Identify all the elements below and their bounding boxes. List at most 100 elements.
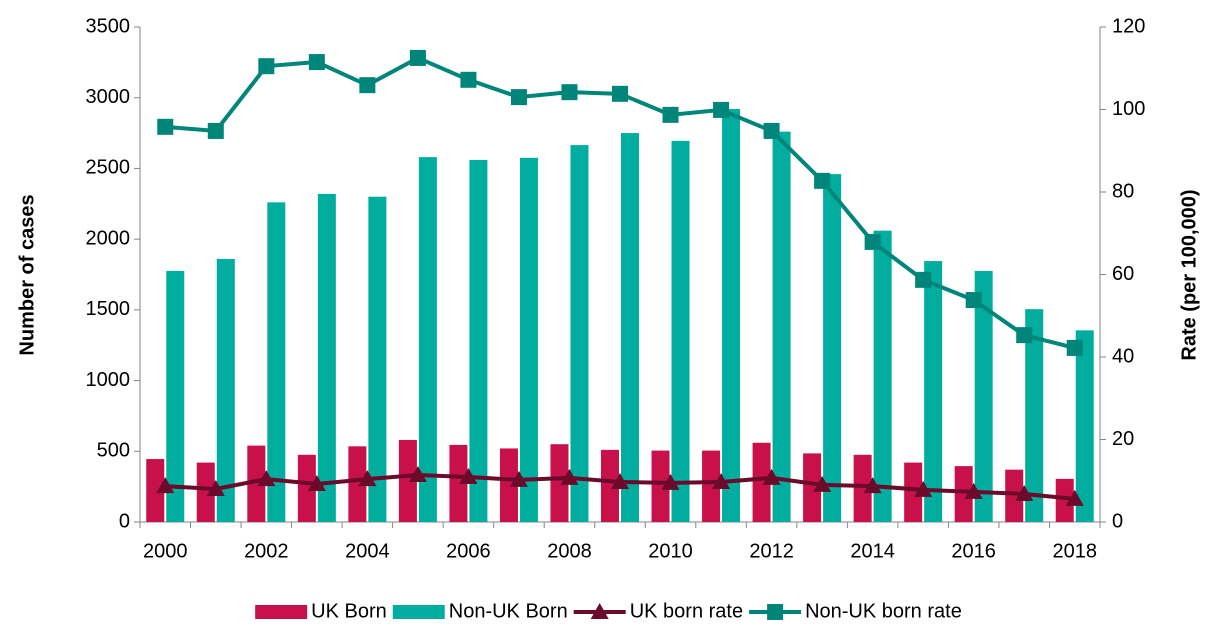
marker bbox=[206, 480, 225, 496]
marker bbox=[1015, 484, 1034, 501]
marker bbox=[914, 480, 933, 497]
bar bbox=[702, 450, 721, 522]
marker bbox=[762, 468, 781, 485]
marker bbox=[662, 106, 679, 123]
bar bbox=[873, 230, 892, 522]
y-tick-label: 3000 bbox=[86, 86, 131, 108]
marker bbox=[257, 470, 276, 487]
x-tick-label: 2004 bbox=[345, 540, 390, 562]
marker bbox=[712, 472, 731, 489]
bar bbox=[1005, 469, 1024, 522]
y2-tick-label: 20 bbox=[1112, 428, 1134, 450]
legend-swatch bbox=[392, 605, 445, 619]
marker bbox=[560, 468, 579, 485]
marker bbox=[864, 233, 881, 250]
bar bbox=[469, 159, 488, 522]
marker bbox=[157, 118, 174, 135]
marker bbox=[1065, 489, 1084, 506]
bar bbox=[621, 133, 639, 523]
x-tick-label: 2010 bbox=[648, 540, 693, 562]
marker bbox=[561, 84, 578, 101]
bar bbox=[348, 446, 367, 522]
y-tick-label: 2500 bbox=[86, 157, 131, 179]
marker bbox=[358, 470, 377, 487]
legend-label: UK born rate bbox=[630, 600, 743, 622]
y2-tick-label: 60 bbox=[1112, 263, 1134, 285]
marker bbox=[814, 172, 831, 189]
y-tick-label: 1000 bbox=[86, 369, 131, 391]
bar bbox=[1055, 478, 1074, 522]
marker bbox=[409, 49, 426, 66]
bar bbox=[499, 448, 518, 522]
bar bbox=[216, 258, 235, 522]
marker bbox=[611, 472, 629, 489]
bar bbox=[570, 145, 589, 523]
bar bbox=[803, 453, 822, 522]
x-tick-label: 2000 bbox=[143, 540, 188, 562]
bar bbox=[196, 462, 215, 522]
marker bbox=[1016, 327, 1033, 344]
y-tick-label: 2000 bbox=[86, 227, 131, 249]
marker bbox=[863, 477, 882, 494]
marker bbox=[915, 271, 932, 288]
x-tick-label: 2018 bbox=[1052, 540, 1097, 562]
y-axis-title: Number of cases bbox=[16, 194, 38, 355]
bar bbox=[297, 454, 316, 522]
bar bbox=[1025, 309, 1044, 522]
y2-axis-title: Rate (per 100,000) bbox=[1178, 189, 1200, 360]
y2-tick-label: 0 bbox=[1112, 510, 1123, 532]
bar bbox=[722, 109, 741, 523]
bar bbox=[418, 157, 437, 522]
bar bbox=[752, 442, 771, 522]
bar bbox=[823, 174, 842, 523]
legend-marker bbox=[767, 604, 784, 620]
marker bbox=[359, 77, 376, 94]
legend-marker bbox=[590, 603, 609, 619]
legend-label: UK Born bbox=[311, 600, 387, 622]
x-tick-label: 2016 bbox=[951, 540, 996, 562]
marker bbox=[964, 482, 983, 499]
x-tick-label: 2014 bbox=[850, 540, 895, 562]
bar bbox=[550, 444, 569, 522]
marker bbox=[713, 101, 730, 118]
legend-swatch bbox=[255, 605, 308, 619]
marker bbox=[509, 470, 528, 487]
marker bbox=[308, 54, 325, 71]
y2-tick-label: 100 bbox=[1112, 98, 1145, 120]
bar bbox=[954, 466, 973, 522]
bar bbox=[601, 449, 619, 522]
marker bbox=[207, 122, 224, 139]
marker bbox=[813, 475, 832, 492]
bar bbox=[772, 131, 791, 522]
bar bbox=[853, 454, 872, 522]
bar bbox=[924, 261, 943, 522]
bar bbox=[267, 202, 286, 522]
y2-tick-label: 40 bbox=[1112, 345, 1134, 367]
y-tick-label: 3500 bbox=[86, 15, 131, 37]
bar bbox=[449, 444, 468, 522]
bar bbox=[671, 140, 690, 522]
bar bbox=[166, 270, 185, 522]
bar bbox=[368, 196, 387, 522]
legend: UK Born Non-UK Born UK born rate Non-UK bor… bbox=[255, 600, 962, 622]
bar bbox=[974, 270, 993, 522]
marker bbox=[510, 89, 527, 106]
marker bbox=[763, 122, 780, 139]
marker bbox=[965, 292, 982, 309]
bar bbox=[247, 445, 266, 522]
marker bbox=[612, 85, 628, 102]
bar bbox=[1075, 330, 1094, 522]
marker bbox=[408, 465, 427, 482]
bar bbox=[146, 459, 165, 522]
y2-tick-label: 80 bbox=[1112, 180, 1134, 202]
bar bbox=[519, 157, 538, 523]
bar bbox=[904, 462, 923, 522]
legend-label: Non-UK born rate bbox=[805, 600, 962, 622]
y2-tick-label: 120 bbox=[1112, 15, 1145, 37]
x-tick-label: 2006 bbox=[446, 540, 491, 562]
marker bbox=[258, 58, 275, 75]
y-tick-label: 500 bbox=[97, 440, 130, 462]
bar bbox=[651, 450, 670, 522]
marker bbox=[661, 473, 680, 490]
